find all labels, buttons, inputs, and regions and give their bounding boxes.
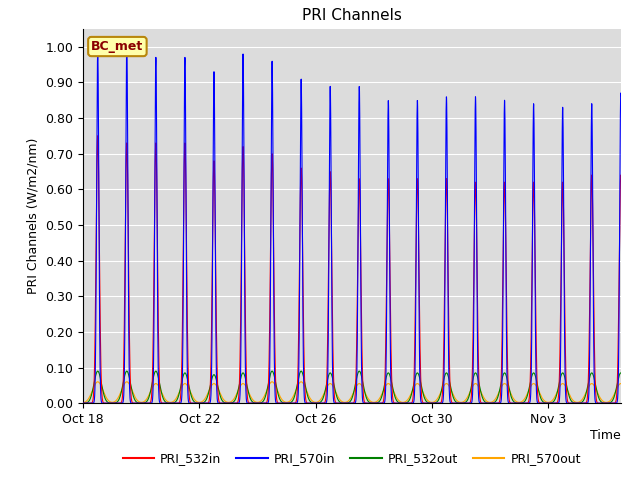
Text: BC_met: BC_met [92,40,143,53]
Title: PRI Channels: PRI Channels [302,9,402,24]
Text: Time: Time [590,430,621,443]
Y-axis label: PRI Channels (W/m2/nm): PRI Channels (W/m2/nm) [27,138,40,294]
Legend: PRI_532in, PRI_570in, PRI_532out, PRI_570out: PRI_532in, PRI_570in, PRI_532out, PRI_57… [118,447,586,470]
